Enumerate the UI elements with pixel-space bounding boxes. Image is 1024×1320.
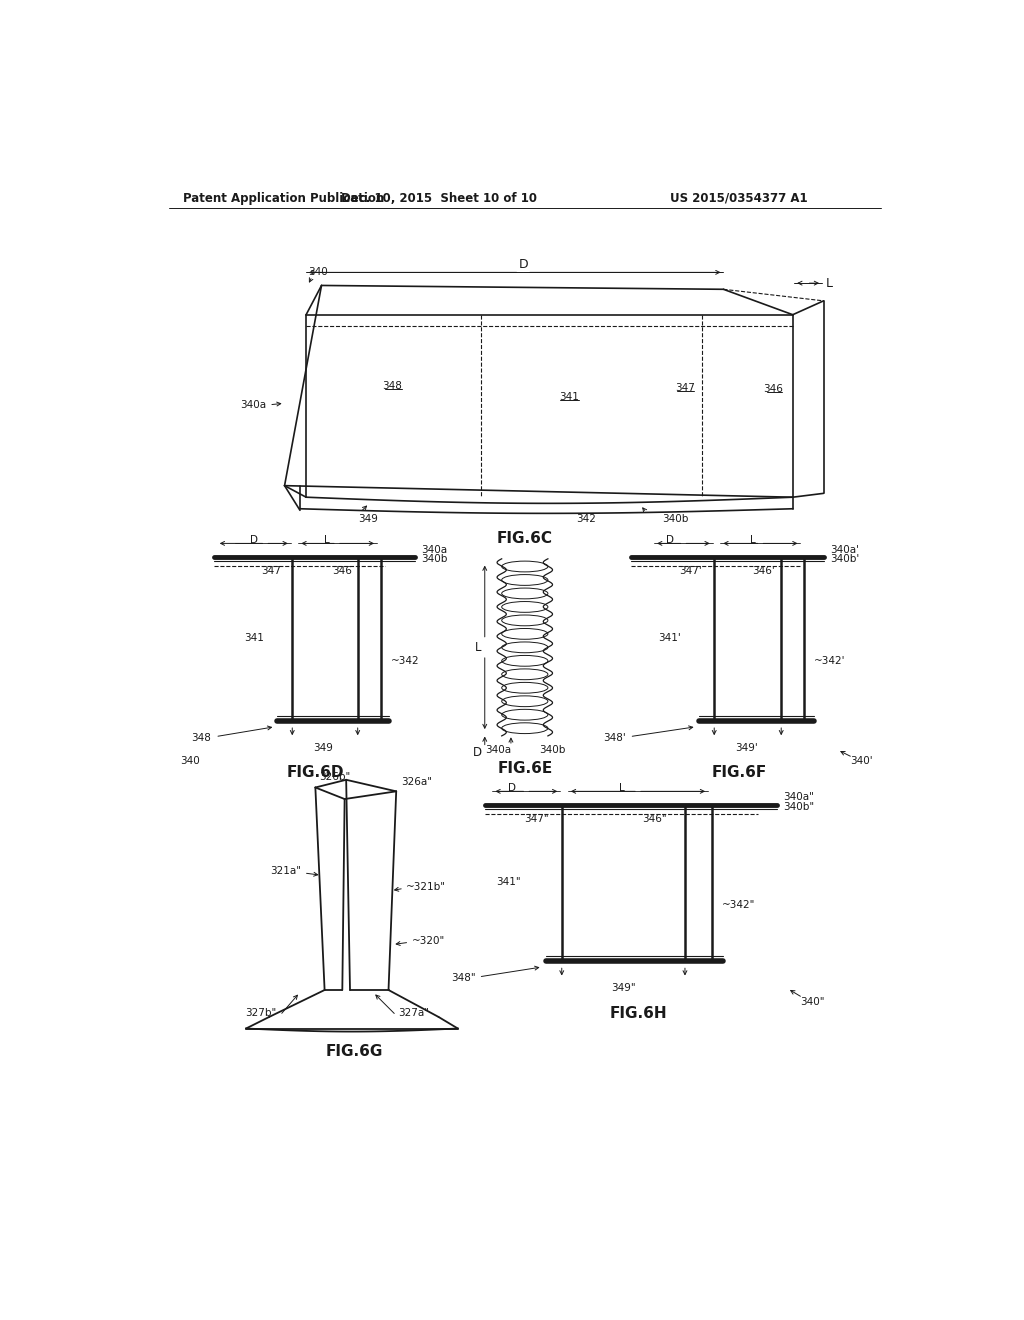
Text: D: D (250, 536, 258, 545)
Text: US 2015/0354377 A1: US 2015/0354377 A1 (670, 191, 807, 205)
Text: 321a": 321a" (270, 866, 301, 876)
Text: D: D (666, 536, 674, 545)
Text: 327b": 327b" (246, 1008, 276, 1018)
Text: 347": 347" (524, 814, 549, 824)
Text: Dec. 10, 2015  Sheet 10 of 10: Dec. 10, 2015 Sheet 10 of 10 (341, 191, 537, 205)
Text: 341: 341 (245, 634, 264, 643)
Text: L: L (618, 783, 625, 793)
Text: 340: 340 (307, 268, 328, 277)
Text: L: L (826, 277, 834, 289)
Text: 346: 346 (333, 566, 352, 576)
Text: D: D (472, 746, 481, 759)
Text: 347: 347 (675, 383, 695, 393)
Text: 340a: 340a (422, 545, 447, 554)
Text: 340a': 340a' (829, 545, 859, 554)
Text: 349: 349 (313, 743, 333, 754)
Text: 340a: 340a (240, 400, 266, 409)
Text: FIG.6C: FIG.6C (497, 531, 553, 546)
Text: 347': 347' (679, 566, 701, 576)
Text: 349": 349" (611, 983, 636, 994)
Text: FIG.6H: FIG.6H (610, 1006, 668, 1020)
Text: 341": 341" (497, 878, 521, 887)
Text: 340b": 340b" (783, 801, 815, 812)
Text: 346": 346" (642, 814, 667, 824)
Text: 346: 346 (764, 384, 783, 395)
Text: ~321b": ~321b" (407, 882, 446, 892)
Text: 340": 340" (801, 997, 825, 1007)
Text: 347: 347 (261, 566, 282, 576)
Text: FIG.6F: FIG.6F (712, 766, 767, 780)
Text: 348": 348" (451, 973, 475, 983)
Text: 341: 341 (559, 392, 580, 403)
Text: 340b: 340b (662, 513, 688, 524)
Text: ~320": ~320" (412, 936, 444, 945)
Text: 326a": 326a" (401, 777, 432, 787)
Text: 349: 349 (357, 513, 378, 524)
Text: 348: 348 (382, 381, 402, 391)
Text: D: D (508, 783, 516, 793)
Text: 340a: 340a (484, 744, 511, 755)
Text: 340b': 340b' (829, 554, 859, 564)
Text: 348': 348' (603, 733, 626, 743)
Text: 341': 341' (658, 634, 681, 643)
Text: 340': 340' (851, 756, 873, 767)
Text: 340b: 340b (422, 554, 447, 564)
Text: 340a": 340a" (783, 792, 814, 803)
Text: L: L (324, 536, 330, 545)
Text: ~342": ~342" (722, 900, 756, 911)
Text: 340: 340 (180, 756, 200, 767)
Text: ~342: ~342 (391, 656, 420, 667)
Text: 342: 342 (577, 513, 596, 524)
Text: Patent Application Publication: Patent Application Publication (183, 191, 384, 205)
Text: 348: 348 (191, 733, 211, 743)
Text: L: L (750, 536, 756, 545)
Text: 346': 346' (752, 566, 775, 576)
Text: FIG.6D: FIG.6D (287, 766, 344, 780)
Text: 326b": 326b" (319, 772, 350, 783)
Text: 327a": 327a" (398, 1008, 429, 1018)
Text: ~342': ~342' (814, 656, 846, 667)
Text: 340b: 340b (539, 744, 565, 755)
Text: FIG.6G: FIG.6G (326, 1044, 383, 1059)
Text: L: L (475, 640, 481, 653)
Text: 349': 349' (735, 743, 758, 754)
Text: D: D (518, 259, 528, 271)
Text: FIG.6E: FIG.6E (498, 760, 552, 776)
